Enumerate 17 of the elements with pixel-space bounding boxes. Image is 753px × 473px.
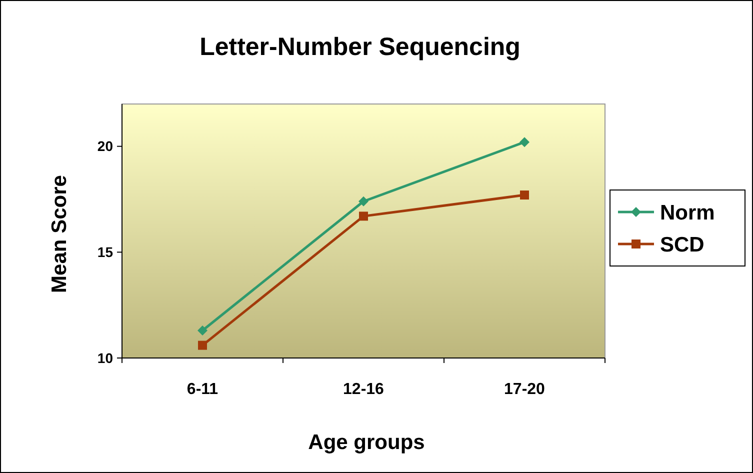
y-tick-label: 15: [97, 244, 114, 260]
y-axis-title: Mean Score: [48, 175, 71, 293]
point: [359, 212, 368, 221]
x-axis-title: Age groups: [308, 431, 425, 454]
point: [358, 196, 368, 206]
y-tick-label: 10: [97, 350, 114, 366]
point: [198, 325, 208, 336]
legend-label: SCD: [660, 233, 704, 256]
y-tick-label: 20: [97, 138, 114, 154]
point: [520, 137, 530, 148]
point: [198, 340, 207, 350]
x-tick-label: 12-16: [343, 381, 384, 398]
x-tick-label: 6-11: [186, 381, 218, 398]
legend-label: Norm: [660, 201, 715, 224]
chart-title: Letter-Number Sequencing: [200, 33, 520, 61]
point: [520, 190, 529, 200]
x-tick-label: 17-20: [504, 381, 546, 398]
